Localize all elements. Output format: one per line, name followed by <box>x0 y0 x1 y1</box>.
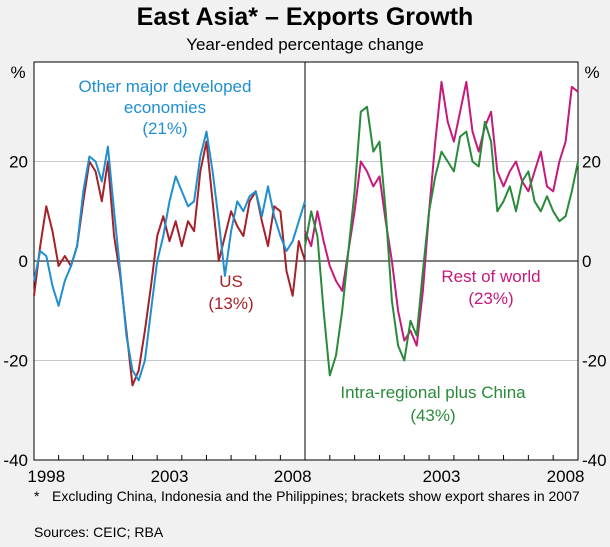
series-line-intra_regional <box>304 105 579 377</box>
y-tick-label-right-20: 20 <box>582 153 601 172</box>
x-tick-label-left-2003: 2003 <box>151 467 189 486</box>
y-tick-label-left--40: -40 <box>3 451 28 470</box>
y-tick-label-right--40: -40 <box>582 451 607 470</box>
series-line-other_developed <box>33 130 306 382</box>
y-unit-right: % <box>584 63 599 82</box>
source-note: Sources: CEIC; RBA <box>34 524 164 540</box>
y-tick-label-left-20: 20 <box>9 153 28 172</box>
plot-frame <box>33 61 579 461</box>
x-tick-label-left-1998: 1998 <box>27 467 65 486</box>
x-tick-label-right-2003: 2003 <box>423 467 461 486</box>
y-tick-label-right-0: 0 <box>582 252 591 271</box>
y-tick-label-right--20: -20 <box>582 352 607 371</box>
annotation-rest_of_world-line-2: (23%) <box>468 289 513 308</box>
annotation-other_developed-line-3: (21%) <box>142 119 187 138</box>
y-unit-left: % <box>10 63 25 82</box>
annotation-other_developed-line-1: Other major developed <box>79 77 252 96</box>
footnote-marker: * <box>34 488 40 504</box>
y-tick-label-left--20: -20 <box>3 352 28 371</box>
footnote-text: Excluding China, Indonesia and the Phili… <box>52 488 580 504</box>
chart-subtitle: Year-ended percentage change <box>186 35 424 54</box>
chart-title: East Asia* – Exports Growth <box>136 3 474 31</box>
x-tick-label-left-2008: 2008 <box>274 467 312 486</box>
annotation-rest_of_world-line-1: Rest of world <box>441 267 540 286</box>
annotation-us-line-1: US <box>219 272 243 291</box>
annotation-us-line-2: (13%) <box>208 294 253 313</box>
annotation-intra_regional-line-1: Intra-regional plus China <box>340 383 526 402</box>
annotation-other_developed-line-2: economies <box>124 98 206 117</box>
x-tick-label-right-2008: 2008 <box>547 467 585 486</box>
y-tick-label-left-0: 0 <box>19 252 28 271</box>
annotation-intra_regional-line-2: (43%) <box>410 406 455 425</box>
